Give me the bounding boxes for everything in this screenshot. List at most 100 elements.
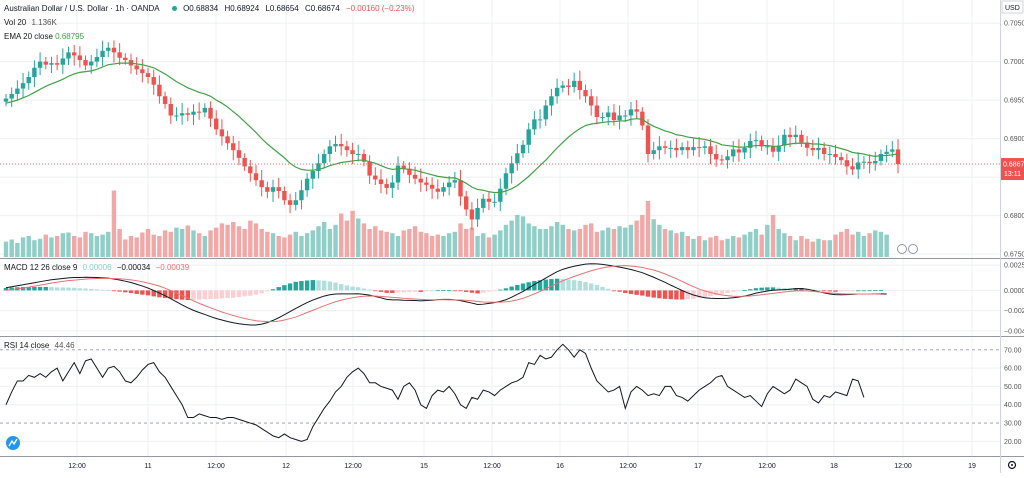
- macd-histogram-bar: [299, 280, 304, 291]
- candle-body: [89, 61, 94, 66]
- macd-histogram-bar: [83, 288, 88, 291]
- macd-histogram-bar: [60, 287, 66, 291]
- macd-histogram-bar: [287, 283, 293, 291]
- candle-body: [168, 103, 173, 116]
- volume-bar: [498, 230, 503, 257]
- volume-legend[interactable]: Vol 20 1.136K: [4, 18, 57, 27]
- ema-legend[interactable]: EMA 20 close 0.68795: [4, 32, 84, 41]
- ohlc-close: C0.68674: [305, 4, 340, 13]
- volume-bar: [123, 239, 128, 257]
- symbol-legend: Australian Dollar / U.S. Dollar · 1h · O…: [4, 4, 418, 13]
- candle-body: [498, 188, 503, 202]
- candle-body: [503, 173, 509, 189]
- macd-histogram-bar: [37, 286, 43, 291]
- volume-bar: [83, 231, 88, 257]
- macd-legend[interactable]: MACD 12 26 close 9 0.00006 −0.00034 −0.0…: [4, 263, 189, 272]
- macd-histogram-bar: [378, 290, 384, 292]
- macd-histogram-bar: [32, 286, 37, 291]
- candle-body: [162, 96, 168, 104]
- time-axis-tick: 12:00: [344, 463, 362, 470]
- macd-histogram-bar: [640, 290, 645, 296]
- volume-bar: [3, 241, 9, 257]
- candle-body: [60, 58, 66, 65]
- volume-bar: [634, 220, 639, 257]
- volume-bar: [54, 236, 60, 257]
- candle-body: [390, 182, 395, 188]
- volume-bar: [43, 234, 48, 257]
- macd-histogram-bar: [162, 290, 168, 298]
- volume-bar: [162, 230, 168, 257]
- candle-body: [316, 163, 321, 171]
- macd-histogram-bar: [464, 290, 469, 292]
- macd-histogram-bar: [54, 287, 60, 291]
- macd-histogram-bar: [759, 287, 764, 291]
- candle-body: [554, 87, 560, 97]
- candle-body: [770, 146, 776, 152]
- volume-bar: [276, 236, 281, 257]
- time-axis-tick: 12: [282, 463, 290, 470]
- volume-bar: [367, 229, 372, 257]
- candle-body: [634, 109, 639, 112]
- candle-body: [54, 63, 60, 65]
- macd-histogram-bar: [588, 283, 594, 291]
- volume-bar: [134, 237, 139, 257]
- candle-body: [867, 161, 872, 164]
- candle-body: [236, 150, 242, 158]
- symbol-title[interactable]: Australian Dollar / U.S. Dollar · 1h · O…: [4, 4, 160, 13]
- volume-bar: [810, 241, 815, 257]
- rsi-line: [5, 343, 865, 442]
- ema-label: EMA 20 close: [4, 32, 53, 41]
- volume-bar: [168, 231, 173, 257]
- macd-histogram-bar: [100, 289, 105, 291]
- macd-histogram-bar: [43, 286, 48, 291]
- volume-bar: [606, 227, 611, 257]
- candle-body: [214, 118, 219, 130]
- candle-body: [736, 149, 742, 153]
- macd-histogram-bar: [134, 290, 139, 294]
- volume-bar: [350, 210, 355, 257]
- candle-body: [270, 187, 276, 192]
- rsi-axis-tick: 20.00: [1004, 439, 1022, 446]
- candle-body: [248, 166, 253, 174]
- volume-bar: [725, 238, 730, 257]
- candle-body: [532, 119, 537, 130]
- volume-bar: [668, 230, 673, 257]
- time-axis-tick: 15: [420, 463, 428, 470]
- candle-body: [719, 159, 725, 161]
- settings-gear-icon[interactable]: [1007, 460, 1017, 470]
- candle-body: [844, 160, 850, 167]
- candle-body: [594, 105, 600, 118]
- macd-histogram-bar: [424, 290, 429, 292]
- volume-bar: [282, 237, 287, 257]
- volume-bar: [452, 231, 458, 257]
- macd-histogram-bar: [253, 290, 259, 295]
- macd-histogram-bar: [276, 287, 281, 291]
- volume-bar: [412, 226, 418, 257]
- macd-histogram-bar: [373, 290, 378, 292]
- macd-histogram-bar: [344, 285, 350, 291]
- currency-box: [1001, 0, 1024, 14]
- macd-histogram-bar: [679, 290, 685, 300]
- volume-bar: [691, 238, 696, 257]
- volume-bar: [537, 229, 543, 257]
- volume-bar: [651, 219, 656, 257]
- candle-body: [674, 147, 679, 151]
- volume-bar: [248, 220, 253, 257]
- volume-bar: [481, 233, 486, 257]
- volume-bar: [339, 213, 344, 257]
- candle-body: [543, 105, 548, 120]
- macd-histogram-bar: [793, 288, 798, 291]
- volume-bar: [696, 236, 702, 257]
- volume-bar: [856, 231, 861, 257]
- macd-histogram-bar: [350, 286, 355, 291]
- macd-histogram-bar: [236, 290, 242, 298]
- candle-body: [106, 47, 111, 51]
- rsi-legend[interactable]: RSI 14 close 44.46: [4, 341, 75, 350]
- macd-histogram-bar: [361, 288, 367, 291]
- candle-body: [776, 145, 781, 152]
- volume-bar: [71, 236, 77, 257]
